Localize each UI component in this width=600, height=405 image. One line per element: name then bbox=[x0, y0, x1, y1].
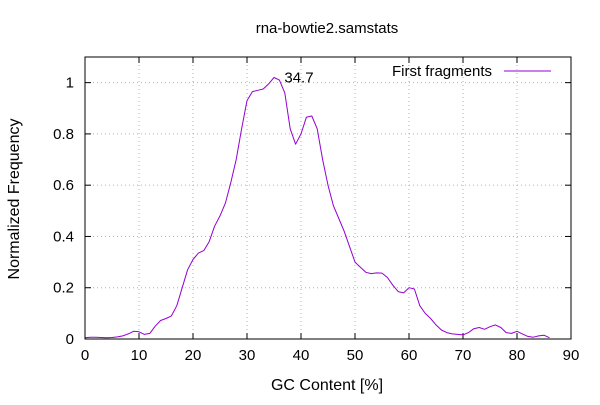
x-tick-label: 0 bbox=[81, 347, 89, 364]
series-line-first-fragments bbox=[84, 77, 550, 339]
peak-annotation: 34.7 bbox=[284, 70, 313, 87]
legend: First fragments bbox=[392, 63, 551, 80]
x-tick-label: 20 bbox=[185, 347, 202, 364]
x-tick-label: 10 bbox=[131, 347, 148, 364]
chart-title: rna-bowtie2.samstats bbox=[256, 20, 399, 37]
y-tick-label: 0.6 bbox=[53, 177, 74, 194]
x-tick-label: 50 bbox=[347, 347, 364, 364]
x-tick-label: 30 bbox=[239, 347, 256, 364]
y-tick-label: 0.2 bbox=[53, 280, 74, 297]
x-tick-label: 80 bbox=[509, 347, 526, 364]
y-tick-label: 0.4 bbox=[53, 228, 74, 245]
tick-labels: 0 10 20 30 40 50 60 70 80 90 0 0.2 0.4 0.6 0.8 1 bbox=[53, 75, 579, 364]
x-tick-label: 40 bbox=[293, 347, 310, 364]
axis-ticks bbox=[84, 57, 572, 340]
grid-lines bbox=[85, 57, 571, 339]
y-tick-label: 1 bbox=[66, 75, 74, 92]
x-tick-label: 70 bbox=[455, 347, 472, 364]
x-tick-label: 90 bbox=[563, 347, 580, 364]
annotations: 34.7 bbox=[284, 70, 313, 87]
x-axis-title: GC Content [%] bbox=[271, 377, 383, 394]
plot-frame bbox=[84, 56, 572, 340]
y-tick-label: 0 bbox=[66, 331, 74, 348]
y-tick-label: 0.8 bbox=[53, 126, 74, 143]
x-tick-label: 60 bbox=[401, 347, 418, 364]
y-axis-title: Normalized Frequency bbox=[6, 119, 23, 280]
legend-label-first-fragments: First fragments bbox=[392, 63, 492, 80]
